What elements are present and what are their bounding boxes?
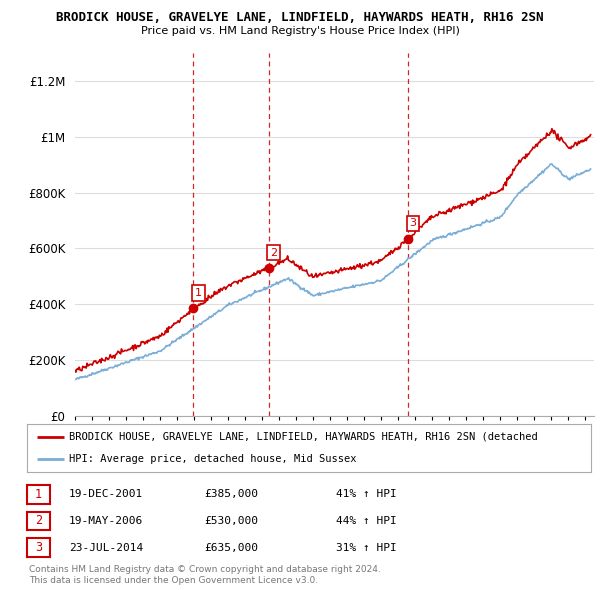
Text: 23-JUL-2014: 23-JUL-2014: [69, 543, 143, 552]
Text: 1: 1: [35, 488, 42, 501]
Text: 1: 1: [195, 288, 202, 298]
Text: Contains HM Land Registry data © Crown copyright and database right 2024.: Contains HM Land Registry data © Crown c…: [29, 565, 380, 575]
Text: HPI: Average price, detached house, Mid Sussex: HPI: Average price, detached house, Mid …: [70, 454, 357, 464]
Text: £385,000: £385,000: [204, 490, 258, 499]
Text: £635,000: £635,000: [204, 543, 258, 552]
Text: 2: 2: [35, 514, 42, 527]
Text: 41% ↑ HPI: 41% ↑ HPI: [336, 490, 397, 499]
Text: 19-DEC-2001: 19-DEC-2001: [69, 490, 143, 499]
Text: Price paid vs. HM Land Registry's House Price Index (HPI): Price paid vs. HM Land Registry's House …: [140, 26, 460, 36]
Text: 3: 3: [409, 218, 416, 228]
Text: 2: 2: [270, 248, 277, 258]
Text: BRODICK HOUSE, GRAVELYE LANE, LINDFIELD, HAYWARDS HEATH, RH16 2SN (detached: BRODICK HOUSE, GRAVELYE LANE, LINDFIELD,…: [70, 432, 538, 442]
Text: 31% ↑ HPI: 31% ↑ HPI: [336, 543, 397, 552]
Text: £530,000: £530,000: [204, 516, 258, 526]
Text: 19-MAY-2006: 19-MAY-2006: [69, 516, 143, 526]
Text: 44% ↑ HPI: 44% ↑ HPI: [336, 516, 397, 526]
Text: 3: 3: [35, 541, 42, 554]
Text: This data is licensed under the Open Government Licence v3.0.: This data is licensed under the Open Gov…: [29, 576, 318, 585]
Text: BRODICK HOUSE, GRAVELYE LANE, LINDFIELD, HAYWARDS HEATH, RH16 2SN: BRODICK HOUSE, GRAVELYE LANE, LINDFIELD,…: [56, 11, 544, 24]
